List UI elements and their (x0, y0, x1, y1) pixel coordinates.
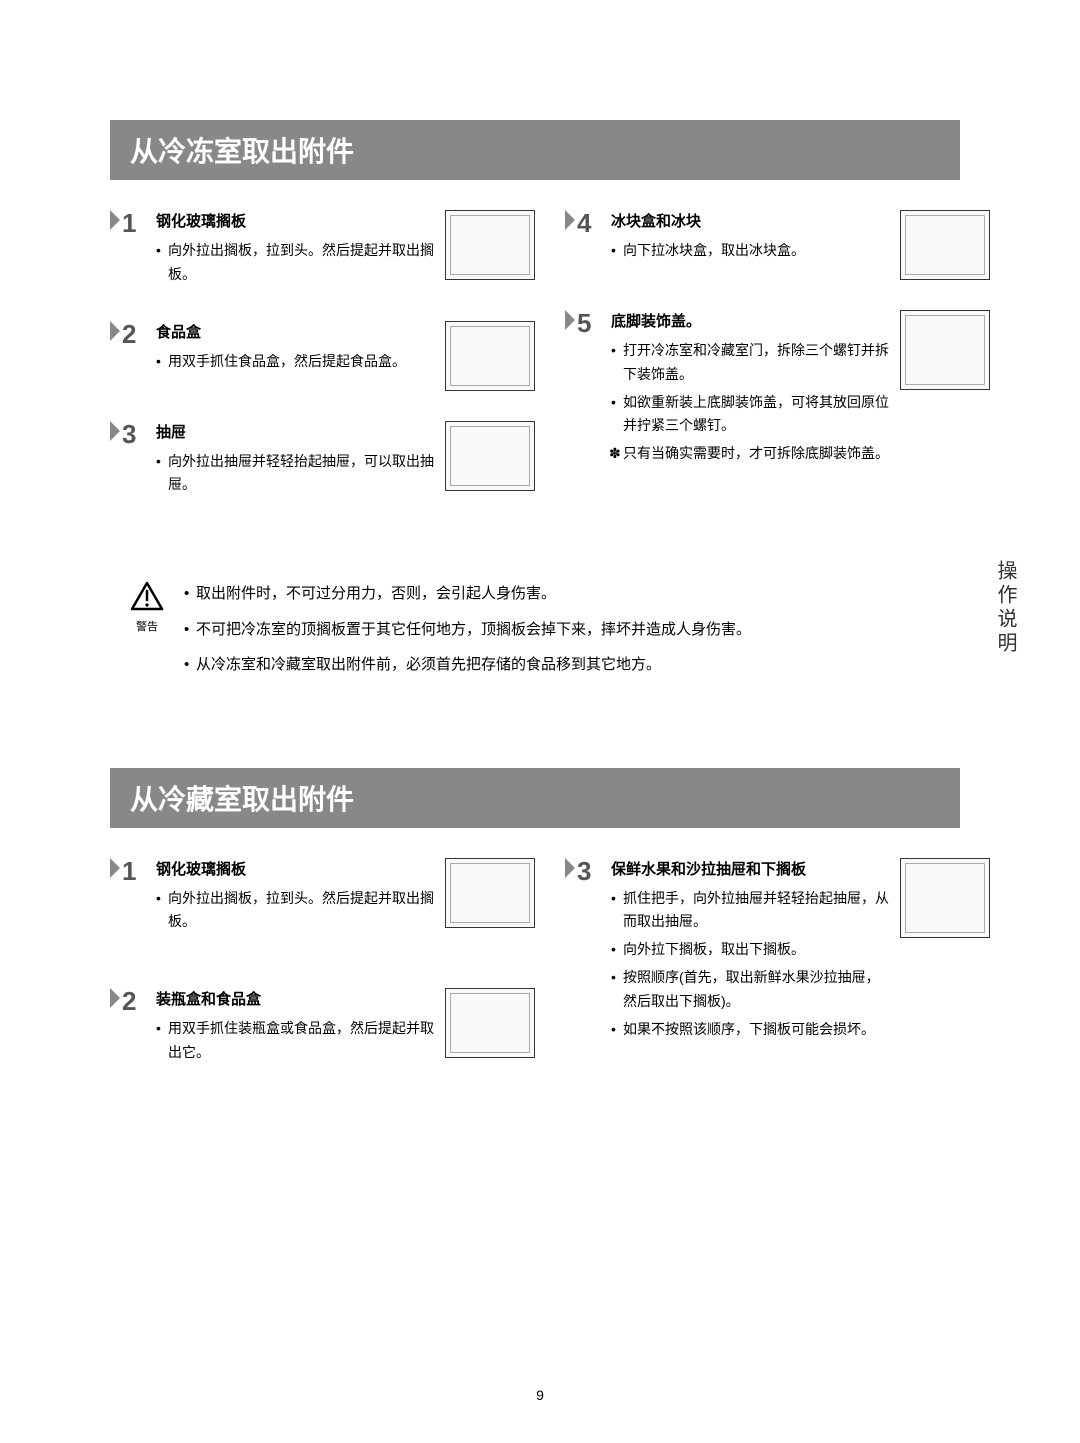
step-s2-2: 2 装瓶盒和食品盒 用双手抓住装瓶盒或食品盒，然后提起并取出它。 (110, 988, 535, 1069)
step-s2-1: 1 钢化玻璃搁板 向外拉出搁板，拉到头。然后提起并取出搁板。 (110, 858, 535, 939)
icetray-illustration (900, 210, 990, 280)
section2-left-col: 1 钢化玻璃搁板 向外拉出搁板，拉到头。然后提起并取出搁板。 2 装瓶盒和食品盒… (110, 858, 535, 1099)
step-number-marker: 5 (565, 310, 601, 346)
step-number-marker: 1 (110, 210, 146, 246)
step-s1-4: 4 冰块盒和冰块 向下拉冰块盒，取出冰块盒。 (565, 210, 990, 280)
step-number: 2 (122, 986, 136, 1017)
shelf-illustration (445, 858, 535, 928)
step-number-marker: 2 (110, 988, 146, 1024)
step-note: 只有当确实需要时，才可拆除底脚装饰盖。 (611, 442, 892, 466)
section2-header: 从冷藏室取出附件 (110, 768, 960, 828)
warning-bullet: 不可把冷冻室的顶搁板置于其它任何地方，顶搁板会掉下来，摔坏并造成人身伤害。 (184, 617, 751, 643)
warning-icon (130, 581, 164, 611)
step-bullet: 向外拉出抽屉并轻轻抬起抽屉，可以取出抽屉。 (156, 450, 437, 498)
step-number: 1 (122, 208, 136, 239)
step-bullet: 向下拉冰块盒，取出冰块盒。 (611, 239, 892, 263)
step-title: 食品盒 (156, 321, 437, 342)
step-bullet: 向外拉出搁板，拉到头。然后提起并取出搁板。 (156, 887, 437, 935)
step-number-marker: 4 (565, 210, 601, 246)
step-bullet: 向外拉下搁板，取出下搁板。 (611, 938, 892, 962)
step-number-marker: 3 (565, 858, 601, 894)
step-title: 抽屉 (156, 421, 437, 442)
step-s1-3: 3 抽屉 向外拉出抽屉并轻轻抬起抽屉，可以取出抽屉。 (110, 421, 535, 502)
step-s1-2: 2 食品盒 用双手抓住食品盒，然后提起食品盒。 (110, 321, 535, 391)
step-number-marker: 1 (110, 858, 146, 894)
step-bullet: 如欲重新装上底脚装饰盖，可将其放回原位并拧紧三个螺钉。 (611, 391, 892, 439)
section1-grid: 1 钢化玻璃搁板 向外拉出搁板，拉到头。然后提起并取出搁板。 2 食品盒 用双手… (110, 210, 990, 531)
step-number: 3 (577, 856, 591, 887)
step-bullet: 用双手抓住装瓶盒或食品盒，然后提起并取出它。 (156, 1017, 437, 1065)
step-s1-1: 1 钢化玻璃搁板 向外拉出搁板，拉到头。然后提起并取出搁板。 (110, 210, 535, 291)
crisper-illustration (900, 858, 990, 938)
page-number: 9 (536, 1387, 544, 1403)
step-number-marker: 3 (110, 421, 146, 457)
step-number: 1 (122, 856, 136, 887)
warning-label: 警告 (130, 618, 164, 634)
step-bullet: 按照顺序(首先，取出新鲜水果沙拉抽屉，然后取出下搁板)。 (611, 966, 892, 1014)
section1-left-col: 1 钢化玻璃搁板 向外拉出搁板，拉到头。然后提起并取出搁板。 2 食品盒 用双手… (110, 210, 535, 531)
step-s1-5: 5 底脚装饰盖。 打开冷冻室和冷藏室门，拆除三个螺钉并拆下装饰盖。 如欲重新装上… (565, 310, 990, 470)
bottlebin-illustration (445, 988, 535, 1058)
section2-right-col: 3 保鲜水果和沙拉抽屉和下搁板 抓住把手，向外拉抽屉并轻轻抬起抽屉，从而取出抽屉… (565, 858, 990, 1099)
step-bullet: 抓住把手，向外拉抽屉并轻轻抬起抽屉，从而取出抽屉。 (611, 887, 892, 935)
step-number: 4 (577, 208, 591, 239)
step-bullet: 用双手抓住食品盒，然后提起食品盒。 (156, 350, 437, 374)
step-title: 底脚装饰盖。 (611, 310, 892, 331)
section1-header: 从冷冻室取出附件 (110, 120, 960, 180)
step-title: 装瓶盒和食品盒 (156, 988, 437, 1009)
warning-bullet: 从冷冻室和冷藏室取出附件前，必须首先把存储的食品移到其它地方。 (184, 652, 751, 678)
step-number-marker: 2 (110, 321, 146, 357)
step-bullet: 打开冷冻室和冷藏室门，拆除三个螺钉并拆下装饰盖。 (611, 339, 892, 387)
section1-right-col: 4 冰块盒和冰块 向下拉冰块盒，取出冰块盒。 5 底脚装饰盖。 打开冷冻室和冷藏… (565, 210, 990, 531)
bin-illustration (445, 321, 535, 391)
step-title: 钢化玻璃搁板 (156, 858, 437, 879)
section2-grid: 1 钢化玻璃搁板 向外拉出搁板，拉到头。然后提起并取出搁板。 2 装瓶盒和食品盒… (110, 858, 990, 1099)
footcover-illustration (900, 310, 990, 390)
warning-box: 警告 取出附件时，不可过分用力，否则，会引起人身伤害。 不可把冷冻室的顶搁板置于… (130, 581, 990, 688)
shelf-illustration (445, 210, 535, 280)
step-bullet: 如果不按照该顺序，下搁板可能会损坏。 (611, 1018, 892, 1042)
step-title: 冰块盒和冰块 (611, 210, 892, 231)
step-number: 5 (577, 308, 591, 339)
step-title: 钢化玻璃搁板 (156, 210, 437, 231)
step-bullet: 向外拉出搁板，拉到头。然后提起并取出搁板。 (156, 239, 437, 287)
step-number: 2 (122, 319, 136, 350)
side-tab: 操作说明 (991, 560, 1020, 656)
step-number: 3 (122, 419, 136, 450)
drawer-illustration (445, 421, 535, 491)
step-s2-3: 3 保鲜水果和沙拉抽屉和下搁板 抓住把手，向外拉抽屉并轻轻抬起抽屉，从而取出抽屉… (565, 858, 990, 1046)
step-title: 保鲜水果和沙拉抽屉和下搁板 (611, 858, 892, 879)
warning-bullet: 取出附件时，不可过分用力，否则，会引起人身伤害。 (184, 581, 751, 607)
